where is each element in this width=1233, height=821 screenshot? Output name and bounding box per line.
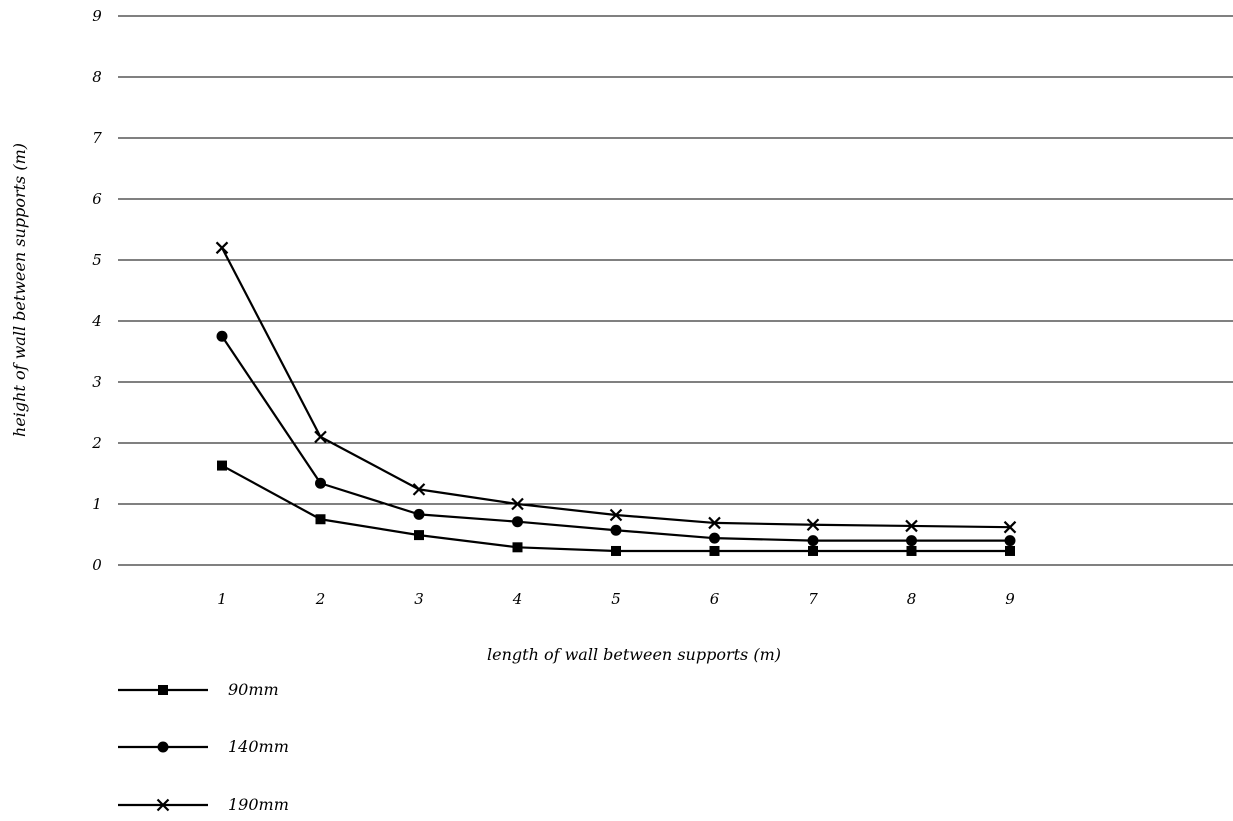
y-tick-label: 8 xyxy=(92,68,102,86)
data-point xyxy=(215,241,229,255)
x-tick-label: 7 xyxy=(808,590,818,608)
x-tick-label: 5 xyxy=(611,590,621,608)
data-point xyxy=(807,535,819,547)
data-point xyxy=(906,545,917,556)
data-point xyxy=(808,545,818,556)
legend-marker xyxy=(158,685,168,695)
legend-item: 140mm xyxy=(118,737,289,756)
y-axis-ticks: 0 1 2 3 4 5 6 7 8 9 xyxy=(91,7,102,574)
data-point xyxy=(611,545,621,556)
legend-item: 190mm xyxy=(118,795,289,814)
legend-marker xyxy=(156,798,170,812)
y-tick-label: 5 xyxy=(92,251,102,269)
x-tick-label: 3 xyxy=(414,590,424,608)
y-tick-label: 6 xyxy=(92,190,102,208)
y-axis-title: height of wall between supports (m) xyxy=(10,143,29,437)
legend-label: 90mm xyxy=(228,680,279,699)
x-marker-stroke xyxy=(609,508,623,522)
data-point xyxy=(1005,545,1015,556)
x-marker-stroke xyxy=(215,241,229,255)
x-marker-stroke xyxy=(511,497,524,511)
legend-label: 190mm xyxy=(228,795,289,814)
data-point xyxy=(806,518,820,532)
x-tick-label: 4 xyxy=(512,590,523,608)
x-tick-label: 2 xyxy=(315,590,326,608)
data-point xyxy=(217,460,227,471)
x-marker-stroke xyxy=(1003,520,1017,534)
series-group xyxy=(215,241,1017,556)
series-190mm xyxy=(215,241,1017,534)
data-point xyxy=(1003,520,1017,534)
x-tick-label: 1 xyxy=(217,590,227,608)
data-point xyxy=(708,516,721,530)
data-point xyxy=(412,483,426,496)
y-tick-label: 1 xyxy=(92,495,102,513)
x-axis-title: length of wall between supports (m) xyxy=(487,645,781,664)
x-tick-label: 6 xyxy=(710,590,720,608)
data-point xyxy=(906,535,917,547)
data-point xyxy=(216,330,228,342)
data-point xyxy=(413,508,425,520)
y-tick-label: 3 xyxy=(92,373,102,391)
data-point xyxy=(512,542,523,553)
data-point xyxy=(315,514,326,525)
data-point xyxy=(315,477,326,489)
legend-marker xyxy=(157,741,169,753)
x-marker-stroke xyxy=(708,516,721,530)
legend-label: 140mm xyxy=(228,737,289,756)
series-line xyxy=(221,464,1010,553)
x-marker-stroke xyxy=(314,430,327,444)
x-marker-stroke xyxy=(806,518,820,532)
series-140mm xyxy=(216,330,1016,547)
data-point xyxy=(609,508,623,522)
data-point xyxy=(511,497,524,511)
x-tick-label: 9 xyxy=(1005,590,1015,608)
x-tick-label: 8 xyxy=(907,590,917,608)
x-marker-stroke xyxy=(412,483,426,496)
y-tick-label: 4 xyxy=(91,312,102,330)
series-90mm xyxy=(217,460,1015,556)
x-axis-ticks: 1 2 3 4 5 6 7 8 9 xyxy=(217,590,1015,608)
y-tick-label: 9 xyxy=(92,7,102,25)
data-point xyxy=(414,530,424,541)
x-marker-stroke xyxy=(156,798,170,812)
y-tick-label: 2 xyxy=(91,434,102,452)
x-marker-stroke xyxy=(905,519,918,533)
y-tick-label: 7 xyxy=(92,129,102,147)
legend-item: 90mm xyxy=(118,680,279,699)
data-point xyxy=(610,524,622,536)
data-point xyxy=(905,519,918,533)
gridlines xyxy=(118,15,1233,566)
y-tick-label: 0 xyxy=(92,556,102,574)
data-point xyxy=(709,545,720,556)
data-point xyxy=(512,516,523,528)
series-line xyxy=(221,335,1010,542)
data-point xyxy=(314,430,327,444)
data-point xyxy=(1004,535,1016,547)
series-line xyxy=(221,247,1011,529)
data-point xyxy=(709,532,720,544)
legend: 90mm 140mm 190mm xyxy=(118,680,289,814)
